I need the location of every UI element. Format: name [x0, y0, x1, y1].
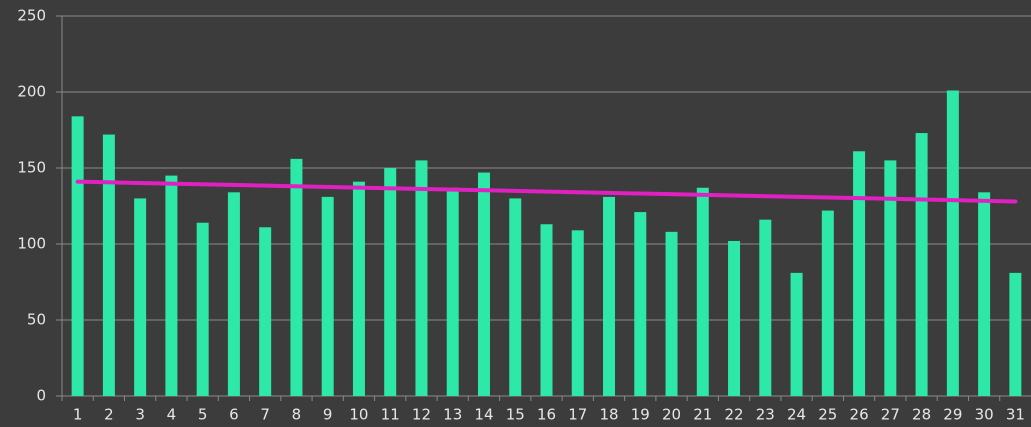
bar	[259, 227, 272, 396]
x-tick-label: 3	[135, 406, 145, 424]
bar	[884, 160, 897, 396]
bar	[1009, 272, 1022, 396]
bar	[196, 222, 209, 396]
bar	[978, 192, 991, 396]
bar	[603, 196, 616, 396]
bar	[509, 198, 522, 396]
bar	[321, 196, 334, 396]
x-tick-label: 21	[693, 406, 712, 424]
bar	[384, 168, 397, 396]
x-tick-label: 8	[292, 406, 302, 424]
x-tick-label: 14	[474, 406, 493, 424]
x-tick-label: 30	[975, 406, 994, 424]
x-tick-label: 28	[912, 406, 931, 424]
bar	[821, 210, 834, 396]
bar	[477, 172, 490, 396]
bar	[165, 175, 178, 396]
x-tick-label: 23	[756, 406, 775, 424]
y-tick-label: 200	[17, 83, 46, 101]
bar	[446, 187, 459, 396]
x-tick-label: 29	[943, 406, 962, 424]
bar	[665, 231, 678, 396]
bar	[915, 133, 928, 397]
bar	[71, 116, 84, 396]
x-tick-label: 26	[850, 406, 869, 424]
x-tick-label: 13	[443, 406, 462, 424]
bar	[134, 198, 147, 396]
bar	[415, 160, 428, 396]
x-tick-label: 9	[323, 406, 333, 424]
x-tick-label: 18	[599, 406, 618, 424]
bar	[728, 240, 741, 396]
x-tick-label: 25	[818, 406, 837, 424]
y-tick-label: 250	[17, 7, 46, 25]
y-tick-label: 150	[17, 159, 46, 177]
x-tick-label: 27	[881, 406, 900, 424]
x-tick-label: 1	[73, 406, 83, 424]
x-tick-label: 11	[381, 406, 400, 424]
x-tick-label: 22	[725, 406, 744, 424]
x-tick-label: 19	[631, 406, 650, 424]
bar	[227, 192, 240, 396]
x-tick-label: 7	[260, 406, 270, 424]
x-tick-label: 31	[1006, 406, 1025, 424]
bar	[853, 151, 866, 396]
x-tick-label: 12	[412, 406, 431, 424]
bar	[696, 187, 709, 396]
trend-line	[75, 179, 1018, 204]
bar	[352, 181, 365, 396]
x-tick-label: 6	[229, 406, 239, 424]
x-tick-label: 2	[104, 406, 114, 424]
x-tick-label: 24	[787, 406, 806, 424]
bar	[540, 224, 553, 396]
x-tick-label: 5	[198, 406, 208, 424]
bar	[790, 272, 803, 396]
x-tick-label: 15	[506, 406, 525, 424]
bar	[634, 212, 647, 396]
x-tick-label: 16	[537, 406, 556, 424]
bar	[759, 219, 772, 396]
x-tick-label: 17	[568, 406, 587, 424]
bar	[946, 90, 959, 396]
y-tick-label: 50	[27, 311, 46, 329]
x-tick-label: 4	[167, 406, 177, 424]
x-tick-label: 20	[662, 406, 681, 424]
x-tick-label: 10	[349, 406, 368, 424]
bar	[290, 158, 303, 396]
y-tick-label: 100	[17, 235, 46, 253]
bar	[571, 230, 584, 396]
y-tick-label: 0	[36, 387, 46, 405]
bar	[102, 134, 115, 396]
